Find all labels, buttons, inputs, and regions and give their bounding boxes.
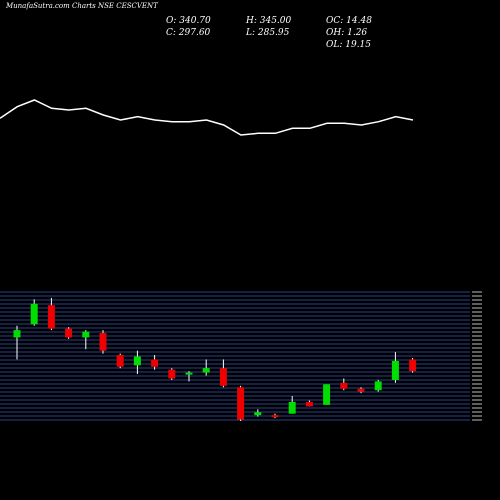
candle-up <box>254 412 262 416</box>
close-value: C: 297.60 <box>166 28 211 38</box>
chart-title: MunafaSutra.com Charts NSE CESCVENT <box>6 2 158 10</box>
low-value: L: 285.95 <box>246 28 290 38</box>
candle-up <box>13 330 21 338</box>
candle-down <box>219 368 227 386</box>
candle-down <box>409 359 417 372</box>
candle-up <box>323 384 331 405</box>
candle-up <box>185 372 193 375</box>
candle-down <box>116 355 124 367</box>
ol-value: OL: 19.15 <box>326 40 372 50</box>
oc-value: OC: 14.48 <box>326 16 372 26</box>
candle-down <box>47 305 55 329</box>
candle-down <box>237 387 245 420</box>
candle-down <box>340 382 348 389</box>
candle-down <box>65 328 73 338</box>
candle-up <box>30 303 38 325</box>
open-value: O: 340.70 <box>166 16 211 26</box>
candle-down <box>271 415 279 418</box>
candle-down <box>99 333 107 351</box>
candle-down <box>357 388 365 392</box>
price-line <box>0 99 414 136</box>
candle-down <box>151 359 159 367</box>
candle-up <box>133 356 141 366</box>
candle-up <box>202 368 210 373</box>
candle-up <box>374 381 382 391</box>
oh-value: OH: 1.26 <box>326 28 368 38</box>
high-value: H: 345.00 <box>246 16 292 26</box>
candle-down <box>168 369 176 379</box>
candle-down <box>305 401 313 407</box>
candle-up <box>391 360 399 380</box>
candle-up <box>288 401 296 414</box>
candle-up <box>82 331 90 338</box>
